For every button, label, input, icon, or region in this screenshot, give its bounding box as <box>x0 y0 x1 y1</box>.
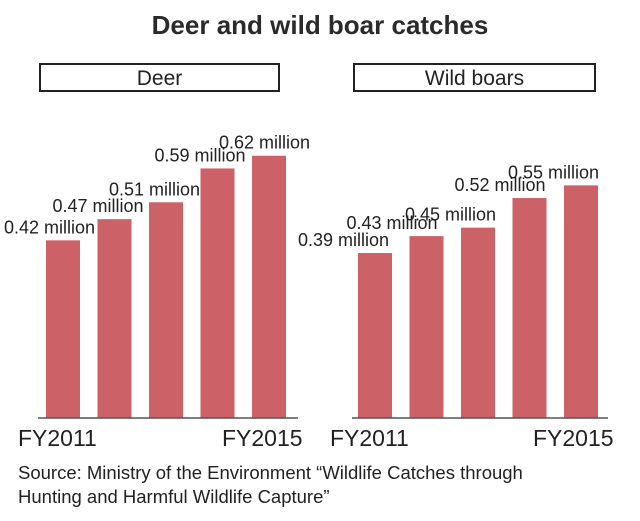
deer-bar-fy2014 <box>200 168 235 418</box>
wild-boars-data-label: 0.55 million <box>508 162 599 182</box>
wild-boars-data-label: 0.43 million <box>347 213 438 233</box>
wild-boars-tick-label: FY2011 <box>330 425 409 451</box>
wild-boars-bar-fy2011 <box>358 253 392 418</box>
deer-data-label: 0.42 million <box>4 217 95 237</box>
deer-data-label: 0.51 million <box>109 179 200 199</box>
wild-boars-bar-fy2012 <box>409 236 444 418</box>
wild-boars-bar-fy2014 <box>512 198 547 418</box>
deer-bar-fy2013 <box>149 202 183 418</box>
deer-bar-fy2012 <box>97 219 132 418</box>
deer-tick-label: FY2011 <box>18 425 97 451</box>
deer-data-label: 0.47 million <box>53 196 144 216</box>
deer-data-label: 0.59 million <box>155 145 246 165</box>
wild-boars-tick-label: FY2015 <box>533 425 614 451</box>
deer-tick-label: FY2015 <box>222 425 303 451</box>
deer-bar-fy2011 <box>46 240 80 418</box>
wild-boars-data-label: 0.45 million <box>405 205 496 225</box>
wild-boars-bar-fy2015 <box>564 185 598 418</box>
chart-title: Deer and wild boar catches <box>151 10 489 40</box>
source-note: Source: Ministry of the Environment “Wil… <box>18 461 628 509</box>
deer-bar-fy2015 <box>252 155 286 419</box>
wild-boars-data-label: 0.52 million <box>455 175 546 195</box>
wild-boars-panel-label: Wild boars <box>353 63 596 92</box>
source-line-2: Hunting and Harmful Wildlife Capture” <box>18 486 330 507</box>
deer-data-label: 0.62 million <box>219 133 310 153</box>
wild-boars-bar-fy2013 <box>461 227 495 418</box>
wild-boars-data-label: 0.39 million <box>298 230 389 250</box>
source-line-1: Source: Ministry of the Environment “Wil… <box>18 462 523 483</box>
deer-panel-label: Deer <box>39 63 280 92</box>
